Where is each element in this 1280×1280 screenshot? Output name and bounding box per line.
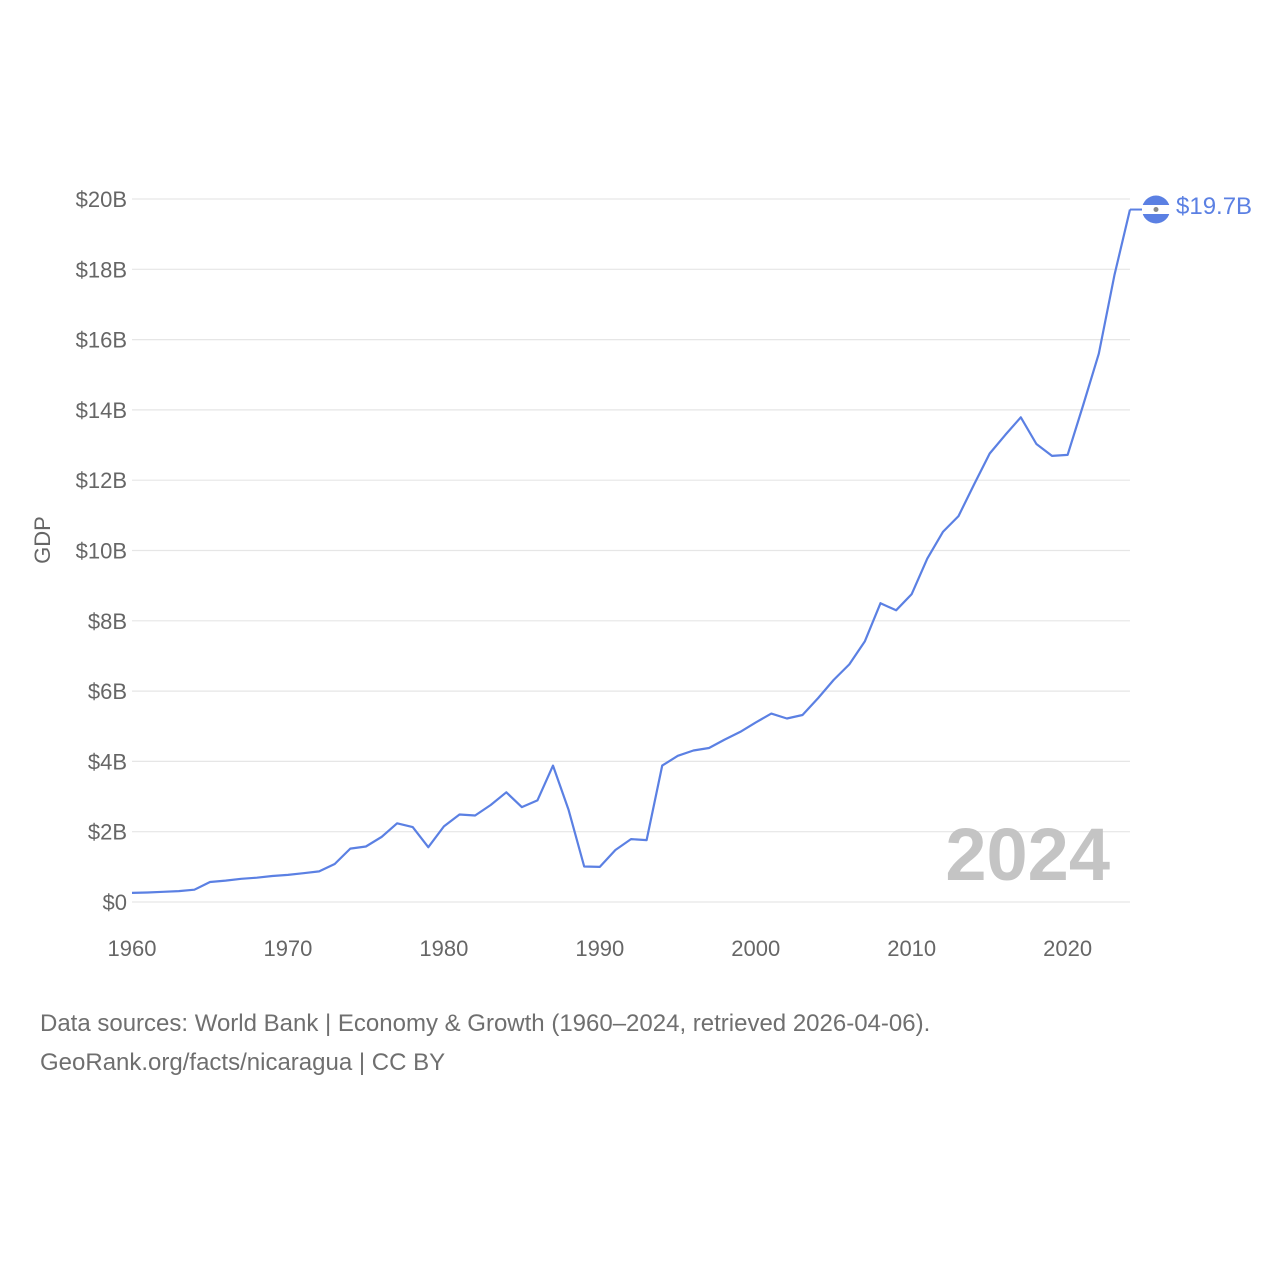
source-note: Data sources: World Bank | Economy & Gro… bbox=[40, 1004, 930, 1082]
y-tick-label: $16B bbox=[76, 328, 127, 353]
y-tick-label: $6B bbox=[88, 679, 127, 704]
gridlines bbox=[132, 198, 1130, 903]
nicaragua-flag-icon bbox=[1142, 195, 1170, 224]
y-tick-label: $2B bbox=[88, 820, 127, 845]
y-tick-label: $14B bbox=[76, 398, 127, 423]
gdp-chart: $0 $2B $4B $6B $8B $10B $12B $14B $16B $18B $20B 1… bbox=[30, 187, 1252, 961]
y-tick-label: $20B bbox=[76, 187, 127, 212]
current-year-label: 2024 bbox=[945, 813, 1110, 896]
y-tick-label: $10B bbox=[76, 539, 127, 564]
y-tick-label: $18B bbox=[76, 257, 127, 282]
y-tick-label: $4B bbox=[88, 749, 127, 774]
series-line-nicaragua bbox=[131, 209, 1132, 894]
x-tick-label: 1970 bbox=[263, 936, 312, 961]
y-tick-label: $0 bbox=[103, 890, 127, 915]
x-tick-label: 2000 bbox=[731, 936, 780, 961]
source-line-2: GeoRank.org/facts/nicaragua | CC BY bbox=[40, 1049, 446, 1076]
y-tick-label: $8B bbox=[88, 609, 127, 634]
x-tick-label: 1980 bbox=[419, 936, 468, 961]
end-marker: $19.7B bbox=[1142, 193, 1252, 224]
x-tick-label: 2010 bbox=[887, 936, 936, 961]
flag-emblem-icon bbox=[1153, 207, 1159, 212]
end-value-label: $19.7B bbox=[1176, 193, 1252, 220]
source-line-1: Data sources: World Bank | Economy & Gro… bbox=[40, 1010, 931, 1037]
series-layer bbox=[131, 208, 1142, 894]
x-tick-label: 1960 bbox=[108, 936, 157, 961]
y-axis-title: GDP bbox=[30, 516, 55, 564]
x-tick-label: 1990 bbox=[575, 936, 624, 961]
y-axis-ticks: $0 $2B $4B $6B $8B $10B $12B $14B $16B $18B $20B bbox=[76, 187, 127, 915]
y-tick-label: $12B bbox=[76, 468, 127, 493]
x-tick-label: 2020 bbox=[1043, 936, 1092, 961]
x-axis-ticks: 1960 1970 1980 1990 2000 2010 2020 bbox=[108, 936, 1093, 961]
